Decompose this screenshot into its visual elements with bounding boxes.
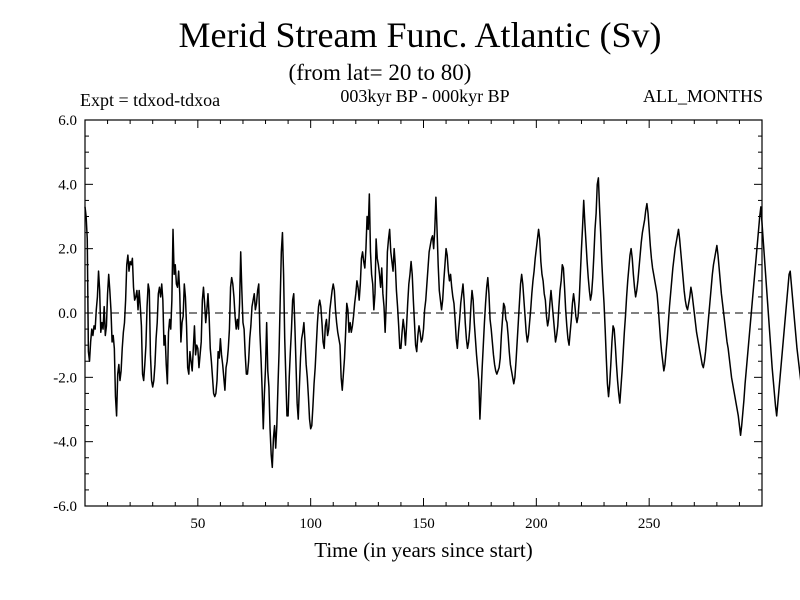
series-line-0 [84, 177, 800, 469]
y-tick-label: -6.0 [53, 499, 77, 515]
y-tick-label: 6.0 [58, 113, 77, 129]
chart-subtitle: (from lat= 20 to 80) [288, 60, 472, 85]
x-tick-label: 200 [525, 516, 548, 532]
y-tick-label: 0.0 [58, 306, 77, 322]
x-axis-label: Time (in years since start) [314, 538, 533, 562]
period-label: 003kyr BP - 000kyr BP [340, 86, 510, 106]
experiment-label: Expt = tdxod-tdxoa [80, 90, 221, 110]
y-tick-label: 4.0 [58, 177, 77, 193]
chart-title: Merid Stream Func. Atlantic (Sv) [178, 15, 662, 55]
x-tick-label: 100 [299, 516, 322, 532]
x-tick-label: 150 [412, 516, 435, 532]
x-tick-label: 50 [190, 516, 205, 532]
months-label: ALL_MONTHS [643, 86, 763, 106]
y-tick-label: 2.0 [58, 242, 77, 258]
y-tick-label: -2.0 [53, 370, 77, 386]
y-tick-label: -4.0 [53, 435, 77, 451]
x-tick-label: 250 [638, 516, 661, 532]
